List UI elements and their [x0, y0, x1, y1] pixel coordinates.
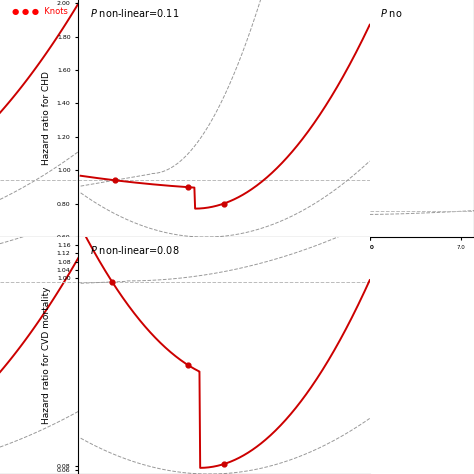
Text: $\it{P}$ non-linear=0.11: $\it{P}$ non-linear=0.11 — [90, 7, 179, 19]
Text: $\it{P}$ no: $\it{P}$ no — [380, 7, 403, 19]
Point — [220, 200, 228, 207]
Text: ● ● ●  Knots: ● ● ● Knots — [12, 7, 68, 16]
Point — [111, 176, 118, 184]
Point — [184, 183, 191, 191]
Y-axis label: Hazard ratio for CHD: Hazard ratio for CHD — [42, 72, 51, 165]
Y-axis label: Hazard ratio for CVD mortality: Hazard ratio for CVD mortality — [42, 287, 51, 424]
Point — [109, 278, 116, 286]
Point — [184, 361, 191, 369]
Point — [220, 460, 228, 468]
X-axis label: Energy from starch (%): Energy from starch (%) — [160, 255, 288, 265]
Text: $\it{P}$ non-linear=0.08: $\it{P}$ non-linear=0.08 — [90, 244, 180, 256]
